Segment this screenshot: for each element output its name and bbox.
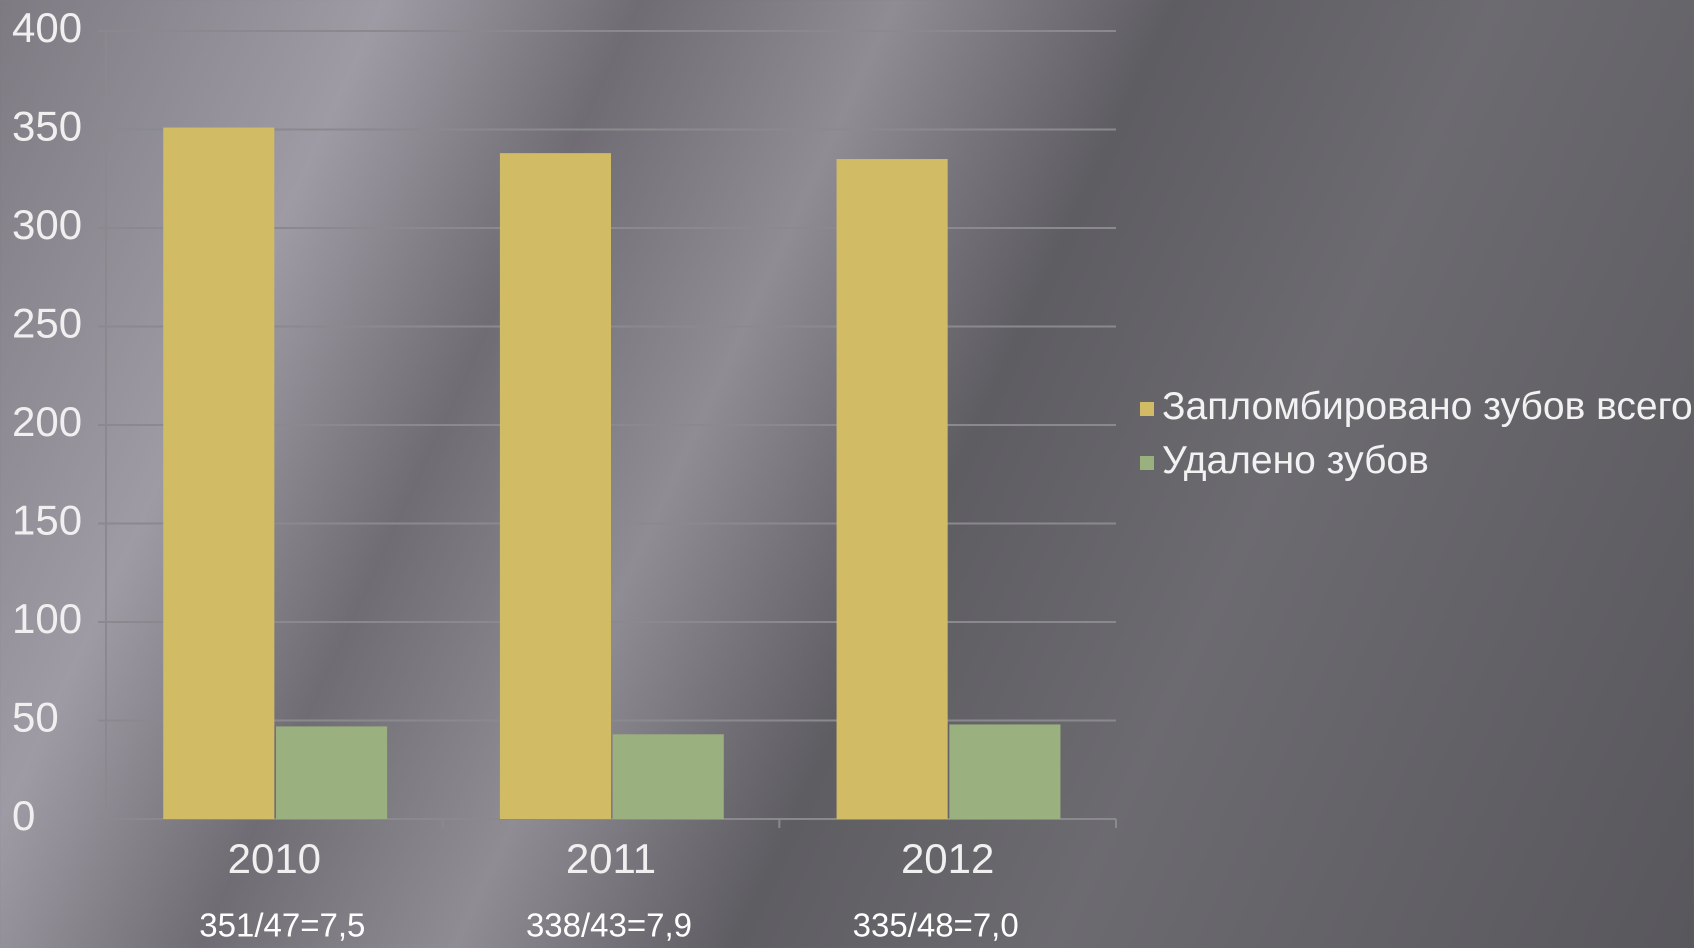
annotation: 351/47=7,5	[199, 907, 365, 944]
legend-label: Запломбировано зубов всего	[1162, 385, 1693, 428]
y-tick-label: 300	[12, 201, 82, 248]
y-tick-label: 50	[12, 694, 59, 741]
annotation: 338/43=7,9	[526, 907, 692, 944]
legend: Запломбировано зубов всего Удалено зубов	[1140, 380, 1694, 488]
bar	[836, 159, 948, 820]
bar	[949, 724, 1061, 819]
x-tick-label: 2012	[901, 835, 994, 882]
x-tick-label: 2010	[228, 835, 321, 882]
y-tick-label: 0	[12, 792, 35, 839]
legend-item: Запломбировано зубов всего	[1140, 380, 1694, 434]
bar	[612, 734, 724, 819]
annotation: 335/48=7,0	[853, 907, 1019, 944]
y-tick-label: 350	[12, 103, 82, 150]
y-tick-label: 250	[12, 300, 82, 347]
y-tick-label: 400	[12, 4, 82, 51]
legend-item: Удалено зубов	[1140, 434, 1694, 488]
y-tick-label: 100	[12, 595, 82, 642]
y-tick-label: 200	[12, 398, 82, 445]
bar	[499, 153, 611, 819]
bar	[276, 726, 388, 819]
bar	[163, 127, 275, 819]
y-tick-label: 150	[12, 497, 82, 544]
legend-swatch	[1140, 456, 1154, 470]
legend-label: Удалено зубов	[1162, 439, 1429, 482]
legend-swatch	[1140, 402, 1154, 416]
x-tick-label: 2011	[566, 835, 656, 882]
